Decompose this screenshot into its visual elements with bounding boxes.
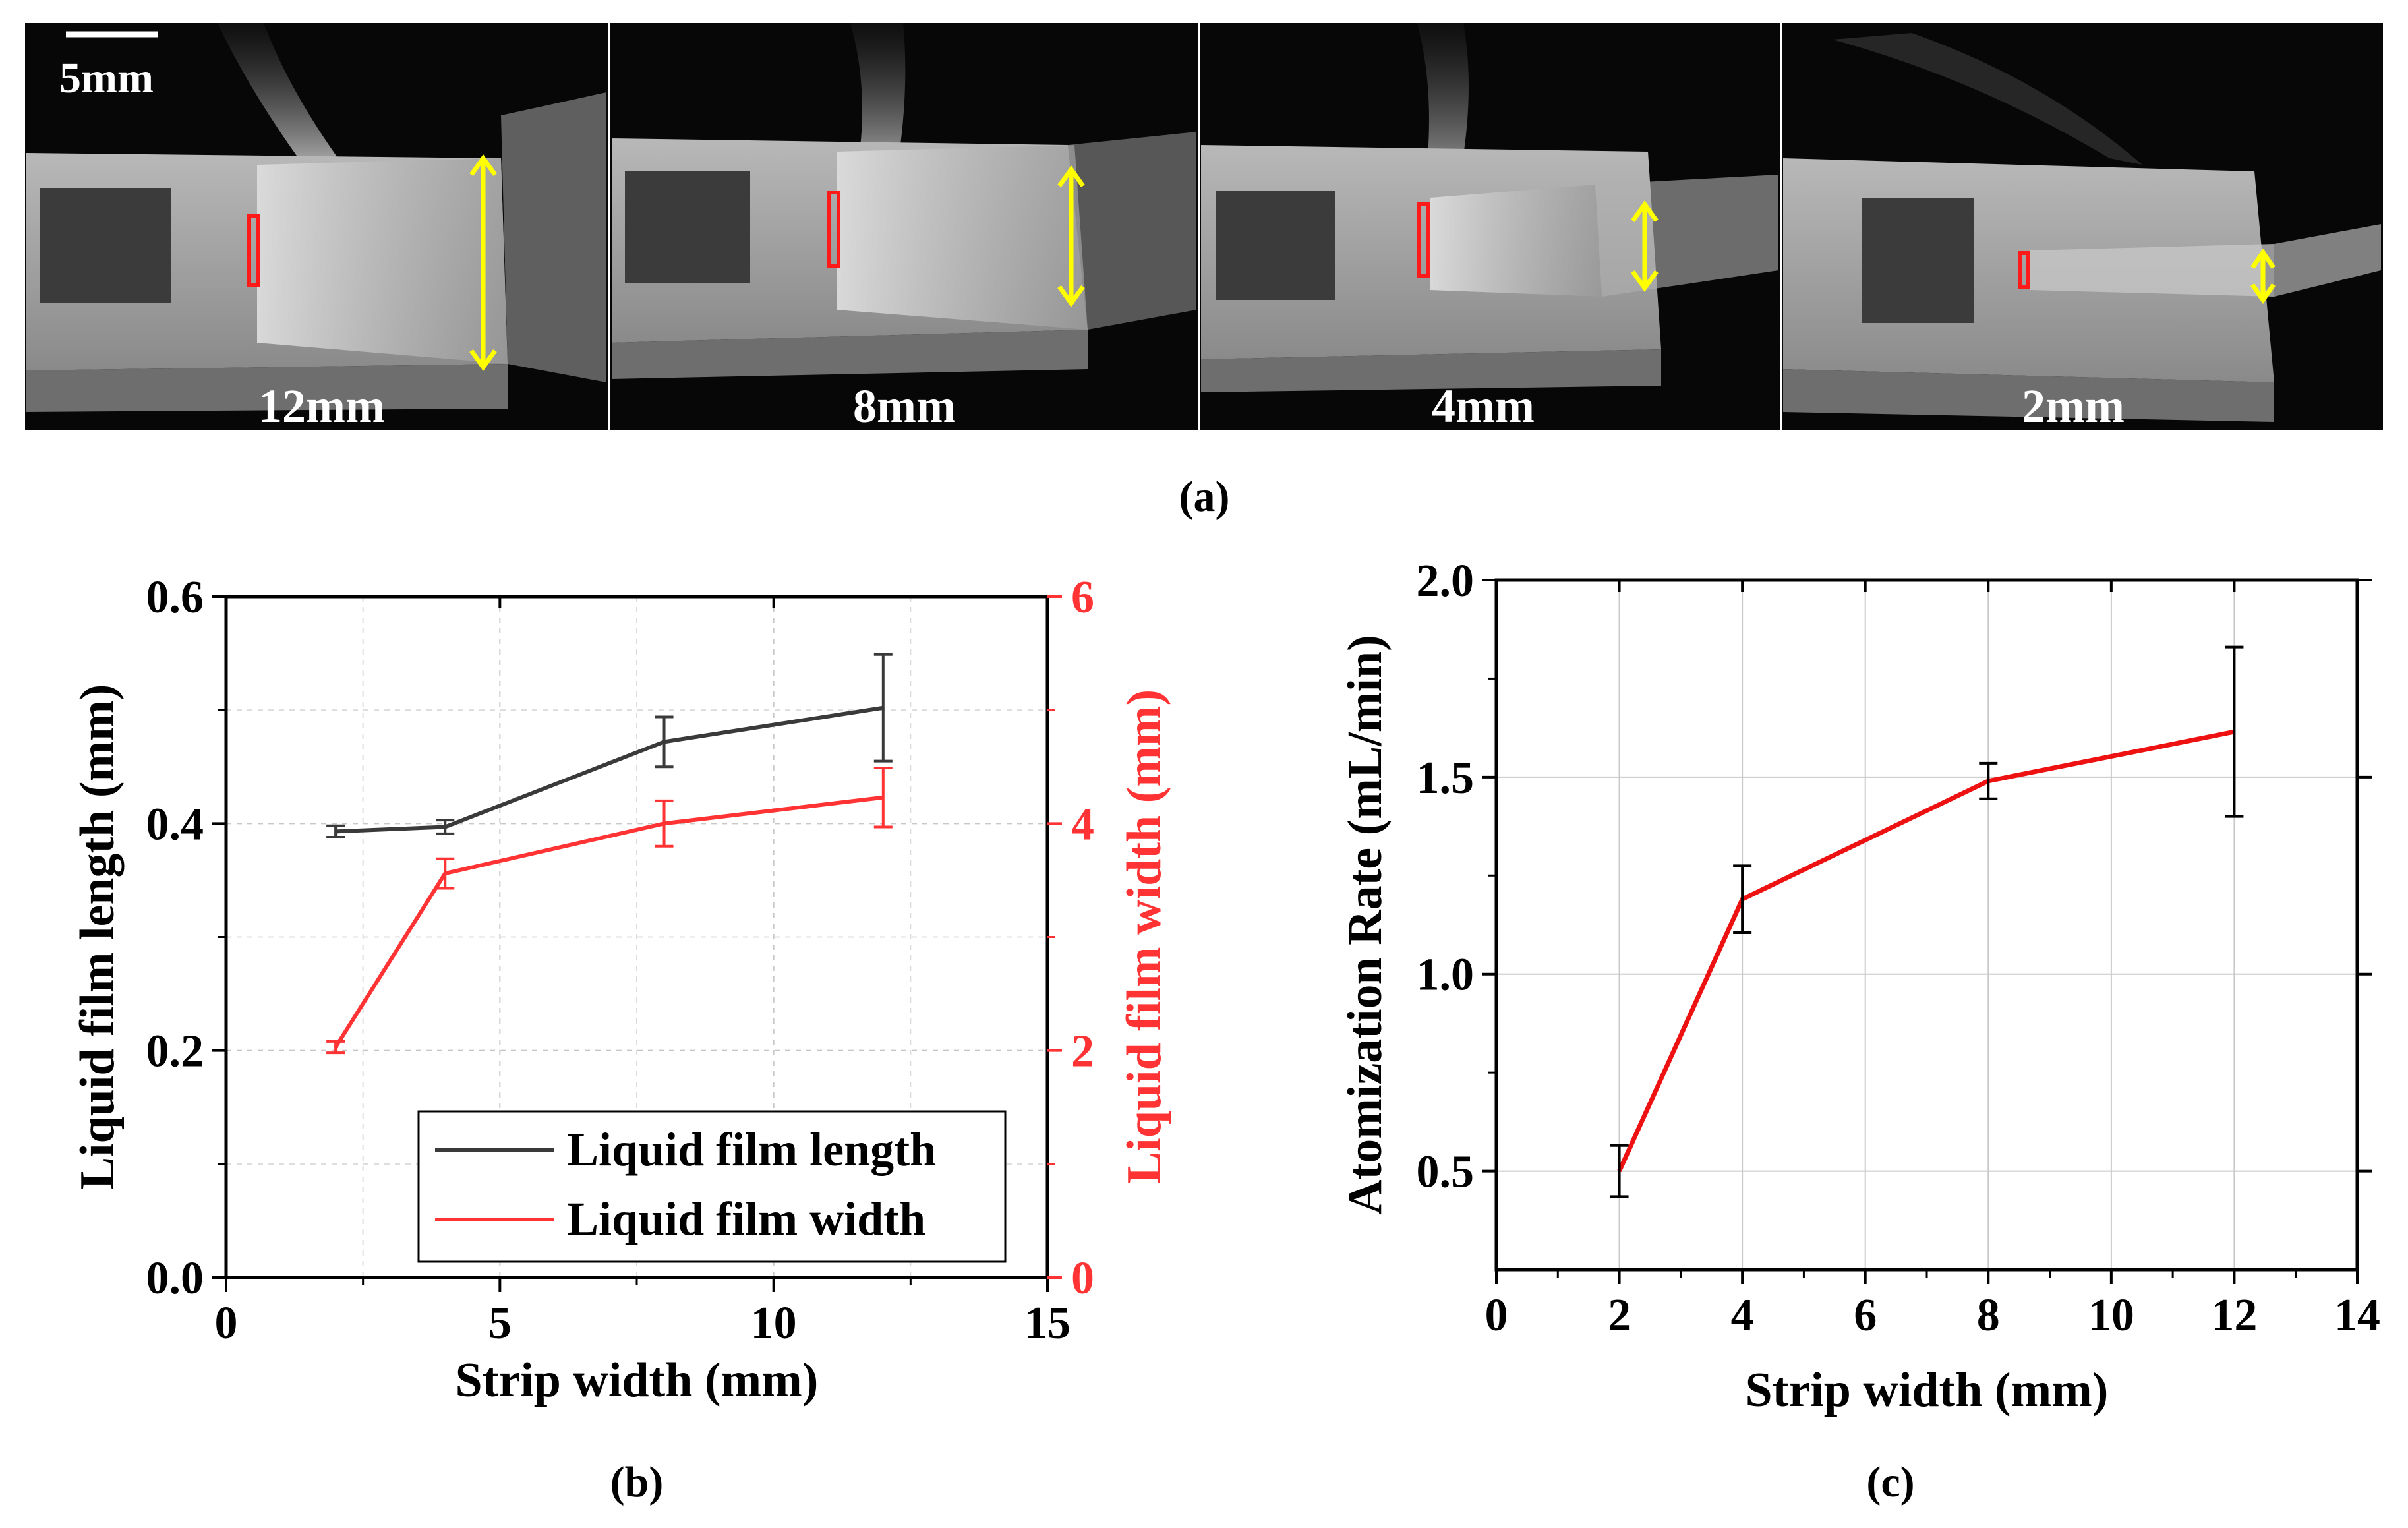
y-tick-label: 0.4 xyxy=(146,799,204,850)
series-line-1 xyxy=(334,795,884,1049)
panel-label-8mm: 8mm xyxy=(853,380,956,432)
x-tick-label: 5 xyxy=(488,1298,512,1349)
chart-c-frame xyxy=(1494,578,2359,1272)
y-tick-label: 0.6 xyxy=(146,572,204,623)
y2-tick-label: 2 xyxy=(1071,1026,1094,1077)
x-tick-label: 2 xyxy=(1608,1290,1631,1341)
y2-tick-label: 0 xyxy=(1071,1253,1094,1304)
photo-strip: 5mm 12mm 8mm 4mm 2mm xyxy=(25,23,2383,432)
x-tick-label: 12 xyxy=(2211,1290,2257,1341)
series-line-0 xyxy=(1617,729,2235,1173)
x-tick-label: 10 xyxy=(751,1298,797,1349)
panel-label-2mm: 2mm xyxy=(2022,380,2125,432)
y2-tick-label: 6 xyxy=(1071,572,1094,623)
chart-b: 0 5 10 15 0.0 0.2 0.4 0.6 0 2 4 6 Liquid film lengt… xyxy=(71,572,1171,1407)
chart-c-ylabel: Atomization Rate (mL/min) xyxy=(1338,635,1392,1215)
photo-panel-4mm xyxy=(1200,23,1780,430)
y-tick-label: 2.0 xyxy=(1417,556,1475,606)
caption-b: (b) xyxy=(610,1458,664,1506)
panel-label-12mm: 12mm xyxy=(258,380,385,432)
y-tick-label: 0.5 xyxy=(1417,1147,1475,1198)
x-tick-label: 6 xyxy=(1854,1290,1877,1341)
caption-a: (a) xyxy=(1179,473,1230,521)
photo-panel-2mm xyxy=(1782,23,2383,430)
chart-c: 0 2 4 6 8 10 12 14 0.5 1.0 1.5 2.0 Strip width (mm)… xyxy=(1338,556,2380,1417)
chart-b-xlabel: Strip width (mm) xyxy=(455,1353,819,1407)
x-tick-label: 0 xyxy=(1485,1290,1508,1341)
chart-c-xlabel: Strip width (mm) xyxy=(1746,1363,2109,1417)
series-line-0 xyxy=(336,705,884,834)
y-tick-label: 0.0 xyxy=(146,1253,204,1304)
photo-panel-8mm xyxy=(610,23,1198,430)
x-tick-label: 8 xyxy=(1977,1290,2000,1341)
photo-panel-12mm xyxy=(25,23,608,430)
y2-tick-label: 4 xyxy=(1071,799,1094,850)
x-tick-label: 15 xyxy=(1024,1298,1071,1349)
x-tick-label: 0 xyxy=(215,1298,238,1349)
legend-label-width: Liquid film width xyxy=(567,1192,925,1245)
x-tick-label: 10 xyxy=(2088,1290,2134,1341)
x-tick-label: 14 xyxy=(2334,1290,2380,1341)
panel-label-4mm: 4mm xyxy=(1432,380,1535,432)
x-tick-label: 4 xyxy=(1731,1290,1754,1341)
y-tick-label: 1.0 xyxy=(1417,950,1475,1001)
y-tick-label: 1.5 xyxy=(1417,753,1475,804)
y-tick-label: 0.2 xyxy=(146,1026,204,1077)
scale-bar-label: 5mm xyxy=(59,54,154,102)
caption-c: (c) xyxy=(1866,1458,1914,1506)
chart-b-legend: Liquid film length Liquid film width xyxy=(417,1110,1007,1263)
chart-b-y2label: Liquid film width (mm) xyxy=(1117,690,1171,1184)
legend-label-length: Liquid film length xyxy=(567,1123,936,1176)
chart-b-ylabel: Liquid film length (mm) xyxy=(71,684,125,1190)
